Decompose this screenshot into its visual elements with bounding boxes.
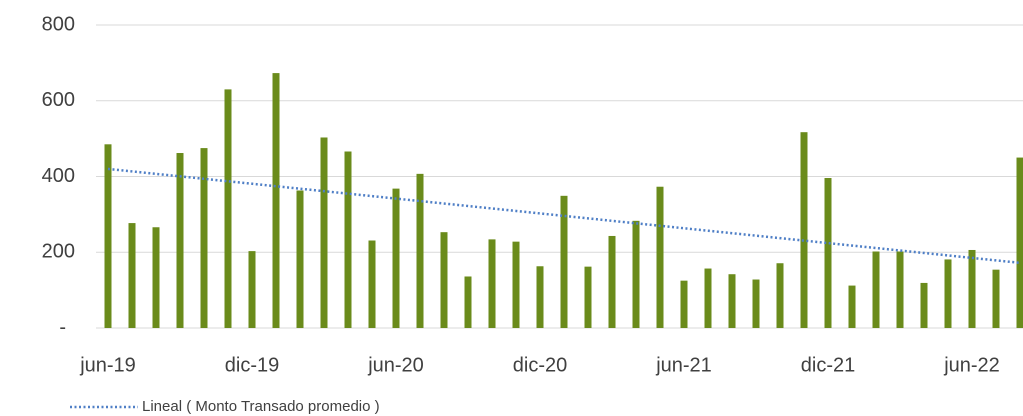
bar	[656, 186, 664, 328]
bar	[800, 132, 808, 328]
bar	[968, 249, 976, 328]
bar	[248, 251, 256, 328]
x-tick-label: jun-19	[79, 354, 136, 376]
bar	[920, 282, 928, 328]
bar	[152, 227, 160, 328]
bar	[104, 144, 112, 328]
bar	[512, 241, 520, 328]
bar	[824, 178, 832, 328]
bar	[872, 251, 880, 328]
bar	[320, 137, 328, 328]
x-tick-label: dic-21	[801, 354, 855, 376]
x-tick-label: jun-20	[367, 354, 424, 376]
y-tick-label: 200	[42, 241, 75, 263]
bar	[944, 259, 952, 328]
bar	[464, 276, 472, 328]
bar	[416, 173, 424, 328]
y-tick-label: 800	[42, 13, 75, 35]
bar	[992, 269, 1000, 328]
bar	[128, 223, 136, 328]
bar	[752, 279, 760, 328]
bar	[608, 235, 616, 328]
y-tick-label: 400	[42, 165, 75, 187]
bar	[632, 220, 640, 328]
bar	[272, 73, 280, 328]
y-tick-label: 600	[42, 89, 75, 111]
bar	[488, 239, 496, 328]
bar	[728, 274, 736, 328]
x-tick-label: dic-19	[225, 354, 279, 376]
bar	[296, 190, 304, 328]
bar	[368, 240, 376, 328]
bar	[704, 268, 712, 328]
bar	[776, 263, 784, 328]
bar	[224, 89, 232, 328]
bar	[680, 280, 688, 328]
bar	[536, 266, 544, 328]
bar	[392, 188, 400, 328]
x-tick-label: jun-22	[943, 354, 1000, 376]
x-tick-label: jun-21	[655, 354, 712, 376]
bar	[896, 251, 904, 328]
y-tick-label: -	[59, 316, 66, 338]
x-tick-label: dic-20	[513, 354, 567, 376]
bar	[848, 285, 856, 328]
bar	[440, 232, 448, 328]
bar	[200, 148, 208, 328]
legend-label: Lineal ( Monto Transado promedio )	[142, 398, 380, 415]
bar	[560, 195, 568, 328]
bar	[1016, 157, 1023, 328]
bar	[344, 151, 352, 328]
bar	[584, 266, 592, 328]
bar	[176, 153, 184, 328]
